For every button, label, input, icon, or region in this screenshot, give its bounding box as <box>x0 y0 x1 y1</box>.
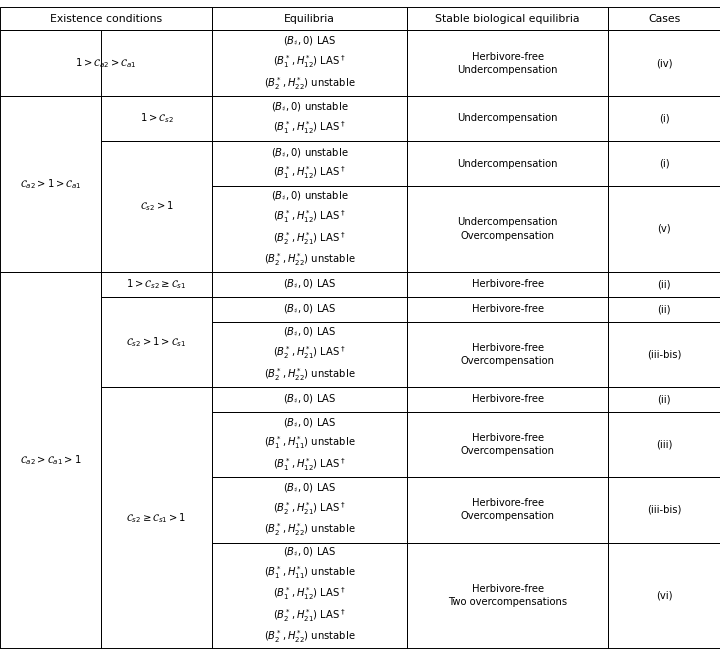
Text: $(B_\sharp, 0)$ LAS
$(B_1^*, H_{12}^*)$ LAS$^\dagger$
$(B_2^*, H_{22}^*)$ unstab: $(B_\sharp, 0)$ LAS $(B_1^*, H_{12}^*)$ … <box>264 35 356 92</box>
Text: (iv): (iv) <box>656 58 672 68</box>
Text: $(B_\sharp, 0)$ LAS: $(B_\sharp, 0)$ LAS <box>283 278 336 291</box>
Text: Cases: Cases <box>648 14 680 24</box>
Text: $(B_\sharp, 0)$ unstable
$(B_1^*, H_{12}^*)$ LAS$^\dagger$: $(B_\sharp, 0)$ unstable $(B_1^*, H_{12}… <box>271 101 348 136</box>
Text: $\mathcal{C}_{s2} > 1 > \mathcal{C}_{s1}$: $\mathcal{C}_{s2} > 1 > \mathcal{C}_{s1}… <box>127 335 186 348</box>
Text: $1 > \mathcal{C}_{s2}$: $1 > \mathcal{C}_{s2}$ <box>140 111 174 125</box>
Text: Herbivore-free: Herbivore-free <box>472 279 544 290</box>
Text: Existence conditions: Existence conditions <box>50 14 162 24</box>
Text: (iii-bis): (iii-bis) <box>647 505 681 515</box>
Text: $1 > \mathcal{C}_{s2} \geq \mathcal{C}_{s1}$: $1 > \mathcal{C}_{s2} \geq \mathcal{C}_{… <box>127 277 186 291</box>
Text: Herbivore-free
Overcompensation: Herbivore-free Overcompensation <box>461 498 554 521</box>
Text: $(B_\sharp, 0)$ unstable
$(B_1^*, H_{12}^*)$ LAS$^\dagger$
$(B_2^*, H_{21}^*)$ L: $(B_\sharp, 0)$ unstable $(B_1^*, H_{12}… <box>264 190 356 268</box>
Text: $(B_\sharp, 0)$ unstable
$(B_1^*, H_{12}^*)$ LAS$^\dagger$: $(B_\sharp, 0)$ unstable $(B_1^*, H_{12}… <box>271 146 348 181</box>
Text: Herbivore-free: Herbivore-free <box>472 394 544 404</box>
Text: Undercompensation: Undercompensation <box>457 113 558 123</box>
Text: Herbivore-free
Undercompensation: Herbivore-free Undercompensation <box>457 52 558 75</box>
Text: Herbivore-free
Overcompensation: Herbivore-free Overcompensation <box>461 343 554 365</box>
Text: Equilibria: Equilibria <box>284 14 335 24</box>
Text: (ii): (ii) <box>657 304 671 314</box>
Text: Undercompensation
Overcompensation: Undercompensation Overcompensation <box>457 217 558 240</box>
Text: (vi): (vi) <box>656 591 672 601</box>
Text: Undercompensation: Undercompensation <box>457 159 558 168</box>
Text: $\mathcal{C}_{a2} > 1 > \mathcal{C}_{a1}$: $\mathcal{C}_{a2} > 1 > \mathcal{C}_{a1}… <box>19 177 81 191</box>
Text: Herbivore-free
Two overcompensations: Herbivore-free Two overcompensations <box>448 584 567 607</box>
Text: $\mathcal{C}_{s2} \geq \mathcal{C}_{s1} > 1$: $\mathcal{C}_{s2} \geq \mathcal{C}_{s1} … <box>127 511 186 525</box>
Text: $\mathcal{C}_{a2} > \mathcal{C}_{a1} > 1$: $\mathcal{C}_{a2} > \mathcal{C}_{a1} > 1… <box>19 453 81 467</box>
Text: $(B_\sharp, 0)$ LAS
$(B_1^*, H_{11}^*)$ unstable
$(B_1^*, H_{12}^*)$ LAS$^\dagge: $(B_\sharp, 0)$ LAS $(B_1^*, H_{11}^*)$ … <box>264 546 356 645</box>
Text: Herbivore-free
Overcompensation: Herbivore-free Overcompensation <box>461 433 554 456</box>
Text: Herbivore-free: Herbivore-free <box>472 304 544 314</box>
Text: $(B_\sharp, 0)$ LAS
$(B_1^*, H_{11}^*)$ unstable
$(B_1^*, H_{12}^*)$ LAS$^\dagge: $(B_\sharp, 0)$ LAS $(B_1^*, H_{11}^*)$ … <box>264 416 356 473</box>
Text: (i): (i) <box>659 159 670 168</box>
Text: $(B_\sharp, 0)$ LAS
$(B_2^*, H_{21}^*)$ LAS$^\dagger$
$(B_2^*, H_{22}^*)$ unstab: $(B_\sharp, 0)$ LAS $(B_2^*, H_{21}^*)$ … <box>264 481 356 538</box>
Text: $(B_\sharp, 0)$ LAS: $(B_\sharp, 0)$ LAS <box>283 392 336 406</box>
Text: (v): (v) <box>657 224 671 234</box>
Text: (iii): (iii) <box>656 440 672 449</box>
Text: $(B_\sharp, 0)$ LAS: $(B_\sharp, 0)$ LAS <box>283 302 336 316</box>
Text: (iii-bis): (iii-bis) <box>647 349 681 359</box>
Text: (ii): (ii) <box>657 279 671 290</box>
Text: (i): (i) <box>659 113 670 123</box>
Text: $\mathcal{C}_{s2} > 1$: $\mathcal{C}_{s2} > 1$ <box>140 200 174 214</box>
Text: $(B_\sharp, 0)$ LAS
$(B_2^*, H_{21}^*)$ LAS$^\dagger$
$(B_2^*, H_{22}^*)$ unstab: $(B_\sharp, 0)$ LAS $(B_2^*, H_{21}^*)$ … <box>264 326 356 383</box>
Text: (ii): (ii) <box>657 394 671 404</box>
Text: Stable biological equilibria: Stable biological equilibria <box>436 14 580 24</box>
Text: $1 > \mathcal{C}_{a2} > \mathcal{C}_{a1}$: $1 > \mathcal{C}_{a2} > \mathcal{C}_{a1}… <box>76 56 137 70</box>
